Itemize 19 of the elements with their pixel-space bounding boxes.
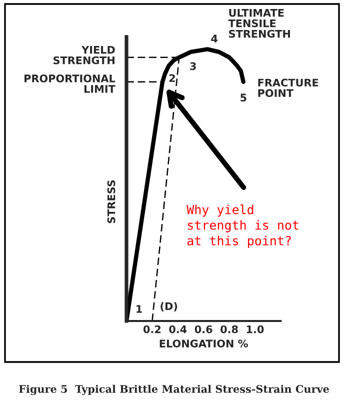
annotation: 3 (190, 62, 196, 70)
annotation: YIELD STRENGTH (53, 46, 115, 64)
y-axis-title: STRESS (107, 180, 116, 224)
annotation: (D) (160, 302, 178, 312)
annotation: 5 (240, 94, 246, 102)
annotation: PROPORTIONAL LIMIT (24, 74, 116, 93)
x-axis-title: ELONGATION % (160, 340, 248, 348)
annotation: 2 (169, 74, 175, 82)
x-tick-label: 0.4 (169, 325, 187, 334)
caption: Figure 5 Typical Brittle Material Stress-Strain Curve (19, 384, 329, 396)
annotation: 1 (136, 305, 142, 313)
x-tick-label: 0.8 (220, 325, 238, 334)
x-tick-label: 0.2 (143, 325, 161, 334)
annotation: Why yield strength is not at this point? (186, 204, 298, 248)
annotation: 4 (211, 34, 218, 42)
x-tick-label: 0.6 (194, 325, 212, 334)
x-tick-label: 1.0 (246, 325, 264, 334)
annotation: FRACTURE POINT (258, 78, 318, 98)
annotation: ULTIMATE TENSILE STRENGTH (228, 9, 290, 38)
